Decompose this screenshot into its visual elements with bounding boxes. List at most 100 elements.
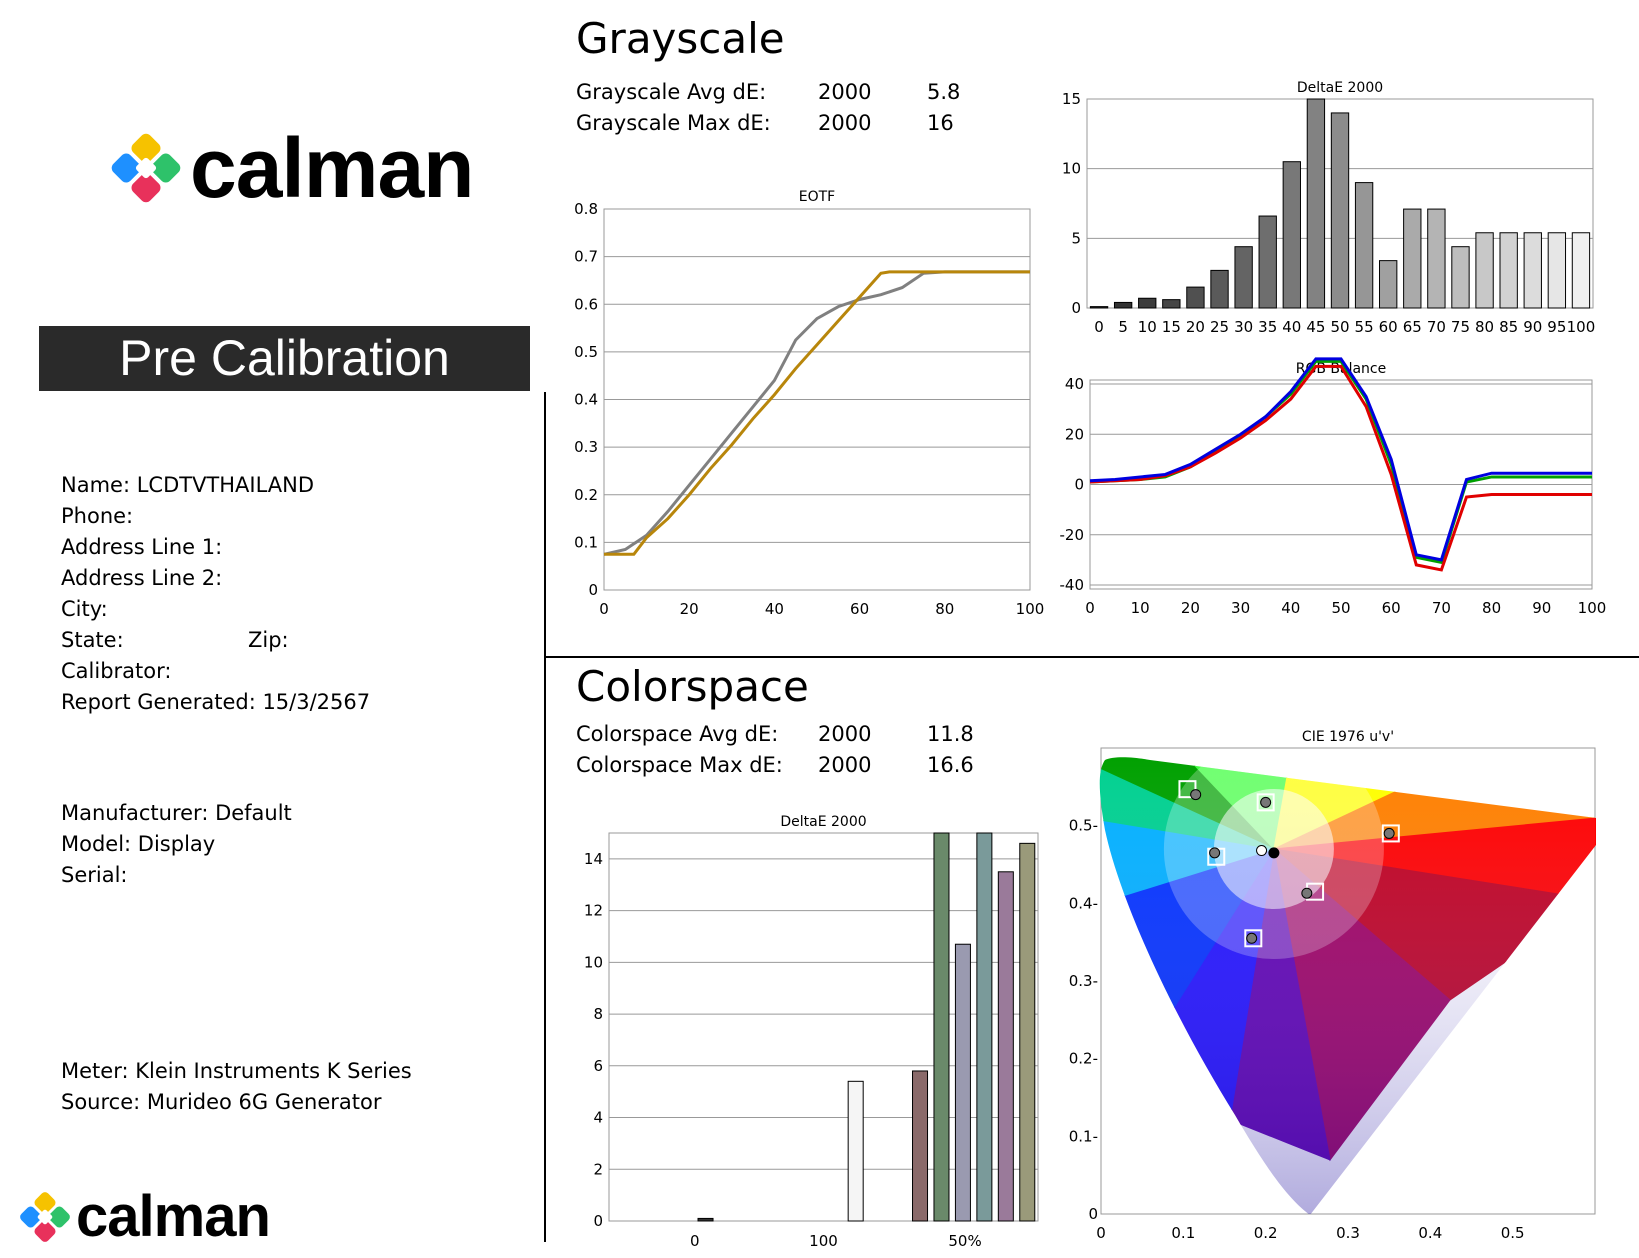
de-gray-bar bbox=[1234, 246, 1253, 309]
de-gray-bar bbox=[1138, 297, 1157, 309]
rgb-y-tick: 0 bbox=[1074, 476, 1084, 494]
calman-logo-icon bbox=[111, 133, 181, 203]
rgb-x-tick: 50 bbox=[1331, 599, 1350, 617]
de-color-bar bbox=[976, 832, 993, 1222]
rgb-y-tick: 20 bbox=[1065, 425, 1084, 443]
de-gray-x-tick: 75 bbox=[1451, 318, 1470, 336]
grayscale-avg-value: 5.8 bbox=[927, 80, 961, 104]
cie-measured-point bbox=[1301, 887, 1313, 899]
de-color-y-tick: 2 bbox=[593, 1160, 603, 1178]
de-gray-bar bbox=[1113, 301, 1133, 309]
de-gray-bar bbox=[1451, 246, 1470, 309]
de-gray-x-tick: 55 bbox=[1355, 318, 1374, 336]
de-gray-x-tick: 30 bbox=[1234, 318, 1253, 336]
eotf-y-tick: 0 bbox=[588, 581, 598, 599]
source-field: Source: Murideo 6G Generator bbox=[61, 1090, 382, 1114]
calman-logo-bottom: calman bbox=[16, 1188, 271, 1246]
de-gray-bar bbox=[1210, 269, 1229, 309]
de-color-bar bbox=[997, 871, 1014, 1222]
cie-x-tick: 0.1 bbox=[1171, 1224, 1195, 1242]
rgb-series-0 bbox=[1089, 359, 1592, 565]
manufacturer-field: Manufacturer: Default bbox=[61, 801, 292, 825]
cie-white-target bbox=[1256, 845, 1268, 857]
colorspace-max-value: 16.6 bbox=[927, 753, 974, 777]
de-color-title: DeltaE 2000 bbox=[780, 814, 866, 830]
eotf-x-tick: 40 bbox=[765, 600, 784, 618]
colorspace-avg-value: 11.8 bbox=[927, 722, 974, 746]
eotf-x-tick: 20 bbox=[680, 600, 699, 618]
cie-y-tick: 0.1- bbox=[1069, 1127, 1098, 1145]
zip-field: Zip: bbox=[248, 628, 289, 652]
cie-x-tick: 0 bbox=[1096, 1224, 1106, 1242]
vertical-divider bbox=[544, 392, 546, 1242]
de-gray-bar bbox=[1571, 232, 1591, 309]
de-gray-bar bbox=[1379, 260, 1398, 309]
grayscale-max-std: 2000 bbox=[818, 111, 872, 135]
rgb-series-2 bbox=[1089, 357, 1592, 562]
rgb-y-tick: -40 bbox=[1060, 576, 1085, 594]
cie-gamut bbox=[1099, 757, 1596, 1214]
cie-measured-point bbox=[1383, 827, 1395, 839]
de-gray-x-tick: 15 bbox=[1162, 318, 1181, 336]
phone-field: Phone: bbox=[61, 504, 134, 528]
de-gray-bar bbox=[1089, 306, 1109, 309]
grayscale-title: Grayscale bbox=[576, 14, 785, 63]
rgb-x-tick: 80 bbox=[1482, 599, 1501, 617]
calibrator-field: Calibrator: bbox=[61, 659, 172, 683]
cie-measured-point bbox=[1246, 932, 1258, 944]
address-line-1-field: Address Line 1: bbox=[61, 535, 223, 559]
de-color-y-tick: 4 bbox=[593, 1109, 603, 1127]
rgb-x-tick: 10 bbox=[1131, 599, 1150, 617]
cie-title: CIE 1976 u'v' bbox=[1302, 729, 1394, 745]
de-gray-y-tick: 10 bbox=[1062, 160, 1081, 178]
de-gray-bar bbox=[1403, 208, 1422, 309]
eotf-x-tick: 100 bbox=[1016, 600, 1045, 618]
de-gray-bar bbox=[1547, 232, 1567, 309]
cie-y-tick: 0 bbox=[1088, 1205, 1098, 1223]
cie-x-tick: 0.5 bbox=[1501, 1224, 1525, 1242]
eotf-y-tick: 0.5 bbox=[574, 343, 598, 361]
de-gray-bar bbox=[1162, 299, 1181, 309]
de-color-y-tick: 8 bbox=[593, 1005, 603, 1023]
eotf-y-tick: 0.6 bbox=[574, 295, 598, 313]
horizontal-divider bbox=[545, 656, 1639, 658]
device-info: Manufacturer: Default Model: Display Ser… bbox=[61, 798, 292, 891]
cie-y-tick: 0.3- bbox=[1069, 972, 1098, 990]
de-gray-x-tick: 95 bbox=[1547, 318, 1566, 336]
colorspace-avg-label: Colorspace Avg dE: bbox=[576, 722, 779, 746]
de-gray-bar bbox=[1427, 208, 1446, 309]
rgb-x-tick: 20 bbox=[1181, 599, 1200, 617]
cie-y-tick: 0.2- bbox=[1069, 1050, 1098, 1068]
rgb-x-tick: 30 bbox=[1231, 599, 1250, 617]
rgb-x-tick: 90 bbox=[1532, 599, 1551, 617]
colorspace-avg-std: 2000 bbox=[818, 722, 872, 746]
cie-target-marker bbox=[1381, 824, 1400, 843]
de-gray-x-tick: 80 bbox=[1475, 318, 1494, 336]
de-gray-y-tick: 0 bbox=[1071, 299, 1081, 317]
eotf-y-tick: 0.4 bbox=[574, 391, 598, 409]
eotf-y-tick: 0.2 bbox=[574, 486, 598, 504]
rgb-x-tick: 60 bbox=[1382, 599, 1401, 617]
eotf-y-tick: 0.3 bbox=[574, 438, 598, 456]
de-gray-x-tick: 90 bbox=[1523, 318, 1542, 336]
de-gray-bar bbox=[1354, 182, 1374, 309]
de-gray-y-tick: 15 bbox=[1062, 90, 1081, 108]
de-gray-title: DeltaE 2000 bbox=[1297, 80, 1383, 96]
eotf-y-tick: 0.7 bbox=[574, 248, 598, 266]
equipment-info: Meter: Klein Instruments K Series Source… bbox=[61, 1056, 412, 1118]
calman-logo-top: calman bbox=[106, 121, 474, 215]
state-zip-row: State: Zip: bbox=[61, 625, 370, 656]
cie-measured-point bbox=[1190, 789, 1202, 801]
cie-white-measured bbox=[1268, 847, 1280, 859]
eotf-title: EOTF bbox=[799, 189, 835, 205]
de-gray-x-tick: 35 bbox=[1258, 318, 1277, 336]
de-color-x-tick: 100 bbox=[809, 1232, 838, 1250]
calman-logo-text: calman bbox=[190, 121, 474, 215]
de-color-bar bbox=[954, 943, 971, 1222]
grayscale-max-value: 16 bbox=[927, 111, 954, 135]
de-gray-bar bbox=[1330, 112, 1350, 309]
de-color-x-tick: 50% bbox=[948, 1232, 981, 1250]
name-field: Name: LCDTVTHAILAND bbox=[61, 473, 315, 497]
model-field: Model: Display bbox=[61, 832, 216, 856]
de-gray-bar bbox=[1475, 232, 1494, 309]
